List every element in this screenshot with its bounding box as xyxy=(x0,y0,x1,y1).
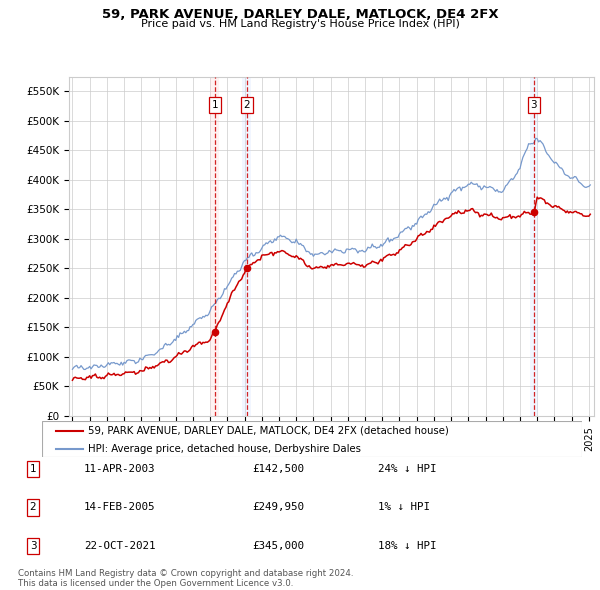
Text: £142,500: £142,500 xyxy=(252,464,304,474)
Text: 18% ↓ HPI: 18% ↓ HPI xyxy=(378,541,437,550)
Text: £249,950: £249,950 xyxy=(252,503,304,512)
Text: 59, PARK AVENUE, DARLEY DALE, MATLOCK, DE4 2FX: 59, PARK AVENUE, DARLEY DALE, MATLOCK, D… xyxy=(101,8,499,21)
Bar xyxy=(242,77,251,416)
Text: 14-FEB-2005: 14-FEB-2005 xyxy=(84,503,155,512)
Bar xyxy=(211,77,219,416)
Text: Price paid vs. HM Land Registry's House Price Index (HPI): Price paid vs. HM Land Registry's House … xyxy=(140,19,460,29)
Text: 2: 2 xyxy=(29,503,37,512)
Text: 1% ↓ HPI: 1% ↓ HPI xyxy=(378,503,430,512)
Text: 3: 3 xyxy=(29,541,37,550)
Text: 2: 2 xyxy=(244,100,250,110)
Text: 59, PARK AVENUE, DARLEY DALE, MATLOCK, DE4 2FX (detached house): 59, PARK AVENUE, DARLEY DALE, MATLOCK, D… xyxy=(88,426,449,436)
Text: 1: 1 xyxy=(211,100,218,110)
Text: 24% ↓ HPI: 24% ↓ HPI xyxy=(378,464,437,474)
Text: HPI: Average price, detached house, Derbyshire Dales: HPI: Average price, detached house, Derb… xyxy=(88,444,361,454)
Text: Contains HM Land Registry data © Crown copyright and database right 2024.
This d: Contains HM Land Registry data © Crown c… xyxy=(18,569,353,588)
Text: 11-APR-2003: 11-APR-2003 xyxy=(84,464,155,474)
Text: 1: 1 xyxy=(29,464,37,474)
Text: £345,000: £345,000 xyxy=(252,541,304,550)
Text: 22-OCT-2021: 22-OCT-2021 xyxy=(84,541,155,550)
Text: 3: 3 xyxy=(530,100,537,110)
Bar xyxy=(530,77,538,416)
